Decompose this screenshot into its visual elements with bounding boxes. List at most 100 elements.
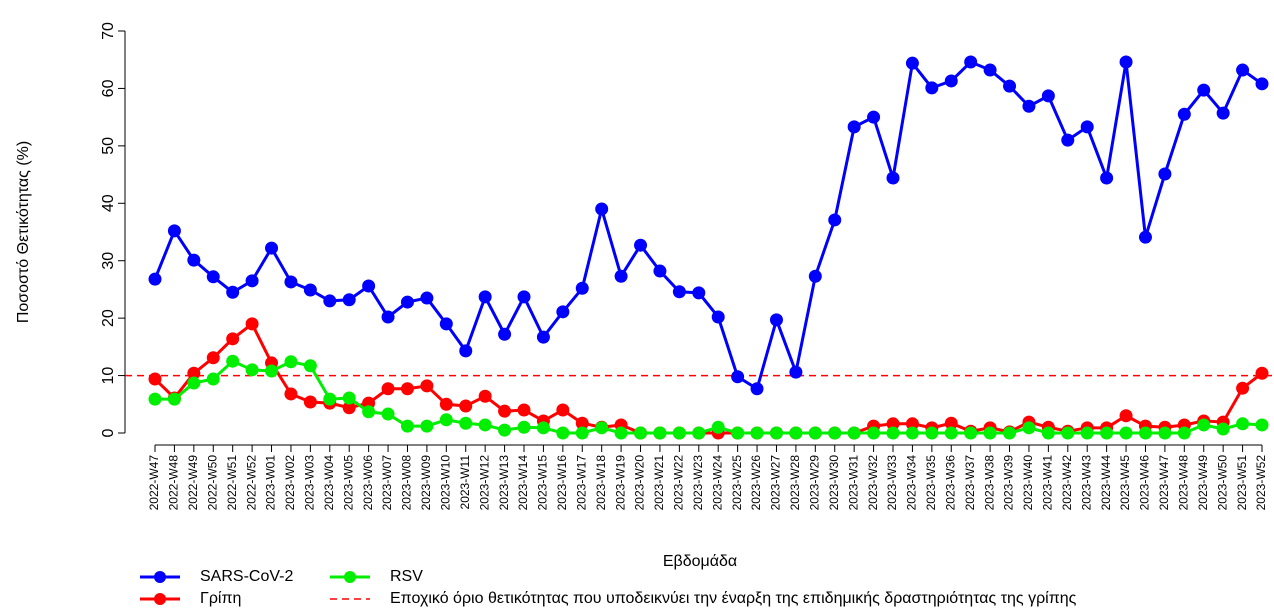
data-point bbox=[459, 399, 473, 413]
data-point bbox=[1041, 89, 1055, 103]
x-tick-label: 2023-W45 bbox=[1118, 455, 1132, 511]
data-point bbox=[167, 224, 181, 238]
data-point bbox=[867, 426, 881, 440]
x-tick-label: 2023-W47 bbox=[1157, 455, 1171, 511]
x-tick-label: 2023-W29 bbox=[807, 455, 821, 511]
x-tick-label: 2023-W23 bbox=[691, 455, 705, 511]
data-point bbox=[284, 275, 298, 289]
data-point bbox=[556, 426, 570, 440]
data-point bbox=[828, 213, 842, 227]
data-point bbox=[1022, 421, 1036, 435]
x-tick-label: 2023-W05 bbox=[341, 455, 355, 511]
data-point bbox=[439, 317, 453, 331]
data-point bbox=[905, 417, 919, 431]
data-point bbox=[692, 286, 706, 300]
data-point bbox=[1177, 426, 1191, 440]
data-point bbox=[1158, 426, 1172, 440]
data-point bbox=[362, 279, 376, 293]
data-point bbox=[1061, 133, 1075, 147]
x-tick-label: 2023-W35 bbox=[924, 455, 938, 511]
data-point bbox=[459, 344, 473, 358]
data-point bbox=[886, 426, 900, 440]
x-tick-label: 2022-W50 bbox=[205, 455, 219, 511]
data-point bbox=[498, 423, 512, 437]
x-tick-label: 2023-W17 bbox=[574, 455, 588, 511]
data-point bbox=[439, 397, 453, 411]
data-point bbox=[1216, 422, 1230, 436]
data-point bbox=[420, 291, 434, 305]
x-tick-label: 2023-W09 bbox=[419, 455, 433, 511]
data-point bbox=[478, 389, 492, 403]
x-tick-label: 2023-W48 bbox=[1176, 455, 1190, 511]
legend-label: RSV bbox=[390, 568, 423, 585]
x-tick-label: 2023-W02 bbox=[283, 455, 297, 511]
data-point bbox=[420, 379, 434, 393]
data-point bbox=[789, 365, 803, 379]
data-point bbox=[750, 382, 764, 396]
data-point bbox=[1138, 426, 1152, 440]
data-point bbox=[245, 274, 259, 288]
x-axis-label: Εβδομάδα bbox=[663, 553, 737, 570]
x-tick-label: 2023-W27 bbox=[769, 455, 783, 511]
data-point bbox=[206, 351, 220, 365]
data-point bbox=[400, 382, 414, 396]
data-point bbox=[1236, 381, 1250, 395]
legend-label: SARS-CoV-2 bbox=[200, 568, 293, 585]
data-point bbox=[206, 372, 220, 386]
data-point bbox=[672, 285, 686, 299]
data-point bbox=[847, 120, 861, 134]
data-point bbox=[1255, 418, 1269, 432]
data-point bbox=[672, 426, 686, 440]
data-point bbox=[983, 426, 997, 440]
data-point bbox=[187, 366, 201, 380]
data-point bbox=[944, 416, 958, 430]
data-point bbox=[187, 376, 201, 390]
data-point bbox=[1197, 83, 1211, 97]
data-point bbox=[284, 387, 298, 401]
data-point bbox=[595, 421, 609, 435]
data-point bbox=[400, 419, 414, 433]
data-point bbox=[595, 202, 609, 216]
x-tick-label: 2023-W42 bbox=[1060, 455, 1074, 511]
data-point bbox=[148, 272, 162, 286]
x-tick-label: 2023-W22 bbox=[672, 455, 686, 511]
data-point bbox=[303, 395, 317, 409]
x-tick-label: 2023-W01 bbox=[264, 455, 278, 511]
data-point bbox=[1080, 120, 1094, 134]
legend-marker bbox=[344, 571, 356, 583]
y-axis-label: Ποσοστό Θετικότητας (%) bbox=[15, 141, 32, 323]
data-point bbox=[1003, 426, 1017, 440]
data-point bbox=[245, 317, 259, 331]
legend-label: Γρίπη bbox=[200, 590, 241, 607]
data-point bbox=[964, 426, 978, 440]
data-point bbox=[905, 56, 919, 70]
x-tick-label: 2023-W15 bbox=[536, 455, 550, 511]
data-point bbox=[692, 426, 706, 440]
data-point bbox=[1119, 55, 1133, 69]
data-point bbox=[1041, 426, 1055, 440]
data-point bbox=[983, 63, 997, 77]
x-tick-label: 2023-W26 bbox=[749, 455, 763, 511]
data-point bbox=[420, 419, 434, 433]
data-point bbox=[905, 426, 919, 440]
data-point bbox=[342, 401, 356, 415]
series-line bbox=[153, 59, 1263, 392]
x-tick-label: 2023-W28 bbox=[788, 455, 802, 511]
x-tick-label: 2023-W24 bbox=[710, 455, 724, 511]
data-point bbox=[711, 420, 725, 434]
x-tick-label: 2023-W13 bbox=[497, 455, 511, 511]
data-point bbox=[789, 426, 803, 440]
data-point bbox=[886, 417, 900, 431]
data-point bbox=[556, 305, 570, 319]
x-tick-label: 2023-W21 bbox=[652, 455, 666, 511]
x-tick-label: 2023-W18 bbox=[594, 455, 608, 511]
x-tick-label: 2023-W03 bbox=[303, 455, 317, 511]
data-point bbox=[944, 426, 958, 440]
x-tick-label: 2023-W10 bbox=[438, 455, 452, 511]
data-point bbox=[167, 392, 181, 406]
x-tick-label: 2023-W52 bbox=[1254, 455, 1268, 511]
x-tick-label: 2023-W32 bbox=[866, 455, 880, 511]
legend-marker bbox=[154, 593, 166, 605]
